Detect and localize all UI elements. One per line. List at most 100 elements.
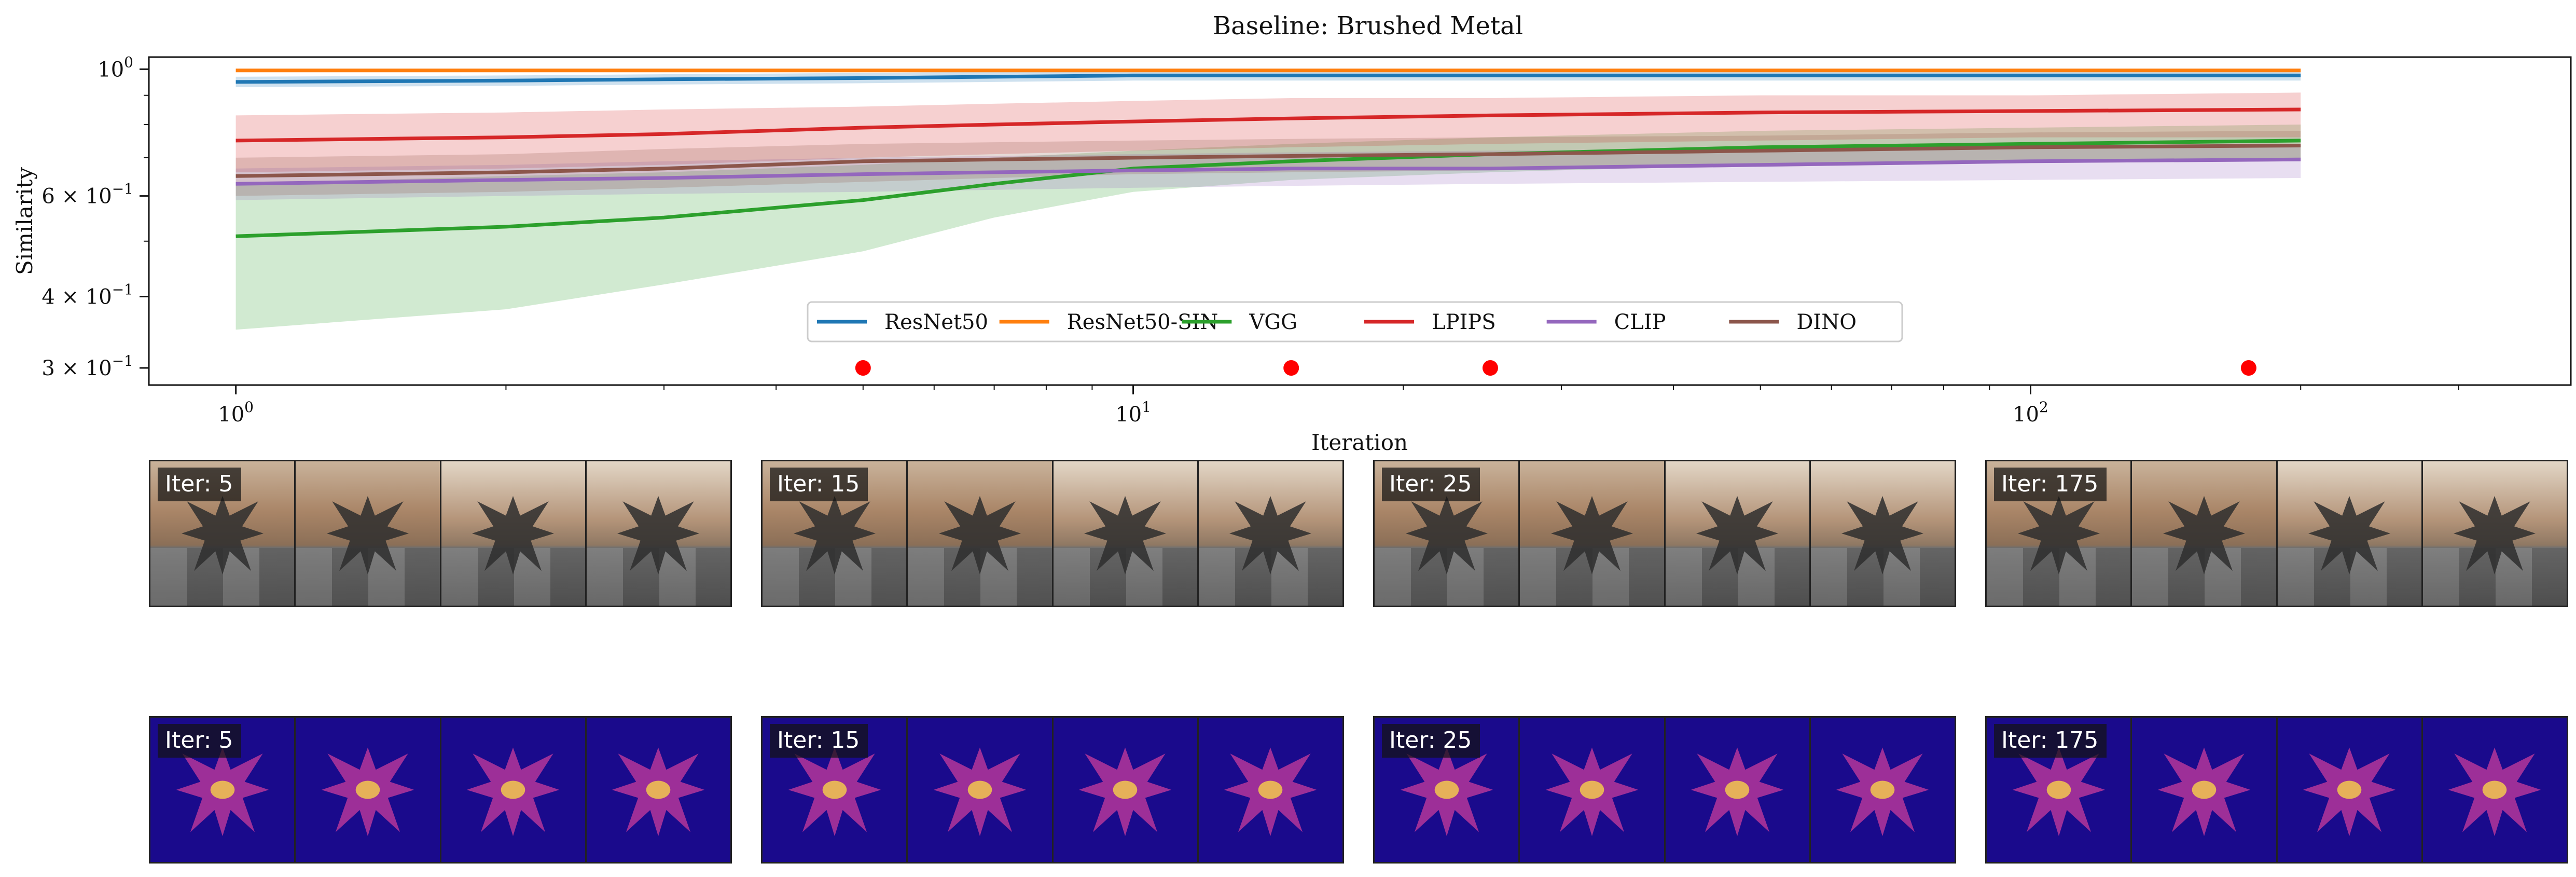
render-tile bbox=[1520, 461, 1666, 606]
dragon-render bbox=[2017, 496, 2100, 575]
x-tick-label: 102 bbox=[2013, 399, 2048, 427]
y-tick-label: 6 × 10−1 bbox=[41, 181, 133, 209]
dragon-render bbox=[1550, 496, 1633, 575]
lpips-line bbox=[236, 107, 2301, 143]
x-axis-ticks: 100 101 102 bbox=[218, 385, 2459, 427]
series-lines bbox=[236, 68, 2301, 238]
dragon-render bbox=[1084, 496, 1167, 575]
heatmap-tile bbox=[441, 718, 587, 862]
red-markers bbox=[855, 360, 2256, 376]
dragon-render bbox=[938, 496, 1021, 575]
dragon-heatmap bbox=[612, 747, 705, 837]
render-tile bbox=[296, 461, 441, 606]
dragon-heatmap bbox=[176, 747, 269, 837]
heatmap-tile bbox=[1198, 718, 1342, 862]
heatmap-panel-2: Iter: 15 bbox=[761, 716, 1344, 864]
iteration-marker bbox=[2240, 360, 2256, 376]
dragon-render bbox=[2308, 496, 2391, 575]
dragon-heatmap bbox=[1836, 747, 1929, 837]
y-tick-label: 3 × 10−1 bbox=[41, 352, 133, 380]
render-tile bbox=[441, 461, 587, 606]
heatmap-tile bbox=[1987, 718, 2132, 862]
dragon-render bbox=[1841, 496, 1924, 575]
dragon-heatmap bbox=[2157, 747, 2251, 837]
dragon-heatmap bbox=[321, 747, 414, 837]
render-tile bbox=[1198, 461, 1342, 606]
x-tick-label: 100 bbox=[218, 399, 254, 427]
render-tile bbox=[1053, 461, 1199, 606]
iteration-marker bbox=[1283, 360, 1299, 376]
legend-label-dino: DINO bbox=[1796, 310, 1857, 334]
render-tile bbox=[908, 461, 1054, 606]
heatmap-panel-3: Iter: 25 bbox=[1373, 716, 1956, 864]
heatmap-tile bbox=[1665, 718, 1811, 862]
y-axis-ticks: 100 6 × 10−1 4 × 10−1 3 × 10−1 bbox=[41, 53, 149, 380]
dragon-heatmap bbox=[466, 747, 560, 837]
iteration-badge: Iter: 5 bbox=[158, 724, 242, 758]
heatmap-tile bbox=[296, 718, 441, 862]
x-tick-label: 101 bbox=[1115, 399, 1151, 427]
dragon-heatmap bbox=[1078, 747, 1172, 837]
resnet50-line bbox=[236, 73, 2301, 84]
dino-line bbox=[236, 144, 2301, 178]
y-tick-label: 100 bbox=[98, 53, 133, 81]
legend: ResNet50 ResNet50-SIN VGG LPIPS CLIP DINO bbox=[807, 301, 1903, 342]
dragon-heatmap bbox=[933, 747, 1027, 837]
heatmap-tile bbox=[2422, 718, 2567, 862]
dragon-render bbox=[617, 496, 700, 575]
y-axis-label: Similarity bbox=[12, 167, 37, 275]
dragon-heatmap bbox=[2012, 747, 2105, 837]
render-panel-4: Iter: 175 bbox=[1985, 460, 2568, 607]
legend-box bbox=[807, 301, 1903, 342]
render-tile bbox=[586, 461, 730, 606]
render-tile bbox=[1375, 461, 1520, 606]
render-panel-1: Iter: 5 bbox=[149, 460, 732, 607]
dragon-heatmap bbox=[1545, 747, 1639, 837]
dragon-render bbox=[2454, 496, 2536, 575]
dragon-render bbox=[2163, 496, 2245, 575]
vgg-line bbox=[236, 139, 2301, 238]
dragon-render bbox=[1696, 496, 1779, 575]
dragon-render bbox=[1229, 496, 1312, 575]
legend-label-lpips: LPIPS bbox=[1432, 310, 1496, 334]
dragon-heatmap bbox=[1691, 747, 1784, 837]
iteration-badge: Iter: 15 bbox=[770, 724, 868, 758]
render-tile bbox=[1810, 461, 1955, 606]
dragon-heatmap bbox=[1224, 747, 1317, 837]
heatmap-tile bbox=[2132, 718, 2278, 862]
heatmap-tile bbox=[908, 718, 1054, 862]
dragon-heatmap bbox=[2303, 747, 2396, 837]
clip-band bbox=[236, 145, 2301, 200]
legend-label-clip: CLIP bbox=[1614, 310, 1666, 334]
dragon-render bbox=[326, 496, 409, 575]
dragon-render bbox=[472, 496, 555, 575]
confidence-bands bbox=[236, 69, 2301, 330]
iteration-badge: Iter: 25 bbox=[1382, 468, 1480, 501]
heatmap-tile bbox=[1810, 718, 1955, 862]
dragon-heatmap bbox=[788, 747, 881, 837]
legend-label-resnet50: ResNet50 bbox=[884, 310, 988, 334]
render-panel-3: Iter: 25 bbox=[1373, 460, 1956, 607]
iteration-marker bbox=[855, 360, 871, 376]
clip-line bbox=[236, 157, 2301, 186]
x-axis-label: Iteration bbox=[1311, 430, 1408, 455]
render-panel-2: Iter: 15 bbox=[761, 460, 1344, 607]
dragon-render bbox=[1405, 496, 1488, 575]
heatmap-tile bbox=[2277, 718, 2423, 862]
render-tile bbox=[150, 461, 296, 606]
dragon-heatmap bbox=[2448, 747, 2541, 837]
heatmap-tile bbox=[1053, 718, 1199, 862]
dragon-render bbox=[181, 496, 264, 575]
heatmap-tile bbox=[586, 718, 730, 862]
heatmap-tile bbox=[1520, 718, 1666, 862]
heatmap-panel-1: Iter: 5 bbox=[149, 716, 732, 864]
render-tile bbox=[1665, 461, 1811, 606]
iteration-badge: Iter: 175 bbox=[1994, 468, 2107, 501]
plot-frame bbox=[148, 56, 2572, 386]
y-tick-label: 4 × 10−1 bbox=[41, 281, 133, 309]
legend-label-vgg: VGG bbox=[1249, 310, 1297, 334]
iteration-marker bbox=[1482, 360, 1498, 376]
iteration-badge: Iter: 15 bbox=[770, 468, 868, 501]
iteration-badge: Iter: 5 bbox=[158, 468, 242, 501]
